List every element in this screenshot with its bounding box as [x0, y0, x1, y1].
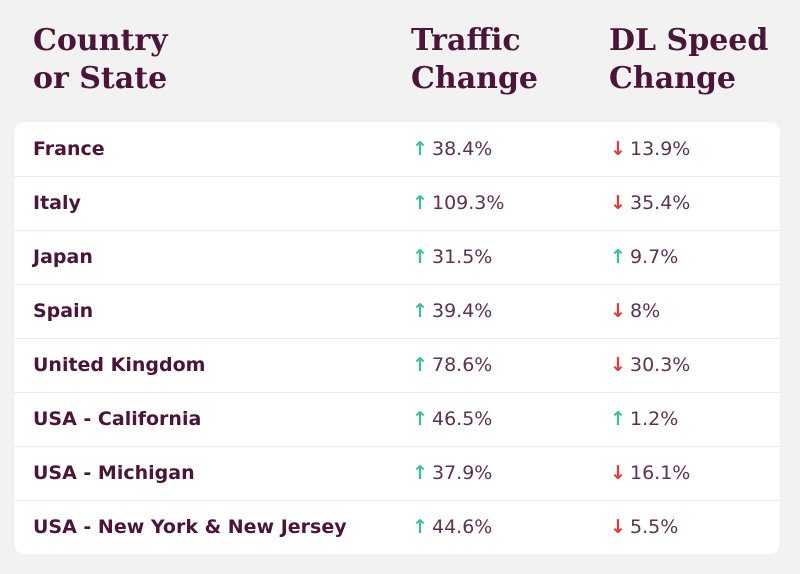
speed-cell: ↓ 30.3% [610, 338, 690, 392]
arrow-down-icon: ↓ [610, 462, 626, 484]
traffic-cell: ↑ 39.4% [412, 284, 492, 338]
arrow-up-icon: ↑ [412, 192, 428, 214]
traffic-value: 109.3% [432, 192, 505, 214]
country-cell: France [33, 138, 105, 160]
country-cell: Japan [33, 246, 93, 268]
country-cell: United Kingdom [33, 354, 206, 376]
arrow-down-icon: ↓ [610, 354, 626, 376]
traffic-value: 39.4% [432, 300, 493, 322]
speed-value: 8% [630, 300, 661, 322]
speed-cell: ↑ 1.2% [610, 392, 678, 446]
arrow-up-icon: ↑ [412, 462, 428, 484]
country-cell: Spain [33, 300, 94, 322]
traffic-cell: ↑ 46.5% [412, 392, 492, 446]
arrow-down-icon: ↓ [610, 192, 626, 214]
data-table: France ↑ 38.4% ↓ 13.9% Italy ↑ 109.3% ↓ 35.4… [14, 122, 780, 554]
traffic-cell: ↑ 38.4% [412, 122, 492, 176]
arrow-up-icon: ↑ [412, 246, 428, 268]
table-row: Italy ↑ 109.3% ↓ 35.4% [14, 176, 780, 231]
table-header: Country or State Traffic Change DL Speed… [0, 0, 800, 120]
speed-cell: ↓ 13.9% [610, 122, 690, 176]
arrow-up-icon: ↑ [412, 516, 428, 538]
table-row: United Kingdom ↑ 78.6% ↓ 30.3% [14, 338, 780, 393]
country-cell: Italy [33, 192, 81, 214]
arrow-up-icon: ↑ [412, 138, 428, 160]
header-dl-speed-change: DL Speed Change [609, 23, 769, 96]
traffic-value: 46.5% [432, 408, 493, 430]
speed-cell: ↓ 5.5% [610, 500, 678, 554]
arrow-up-icon: ↑ [412, 408, 428, 430]
arrow-up-icon: ↑ [412, 300, 428, 322]
speed-value: 5.5% [630, 516, 679, 538]
country-cell: USA - Michigan [33, 462, 195, 484]
traffic-value: 44.6% [432, 516, 493, 538]
speed-cell: ↓ 35.4% [610, 176, 690, 230]
header-traffic-change: Traffic Change [411, 23, 539, 96]
traffic-value: 38.4% [432, 138, 493, 160]
speed-value: 9.7% [630, 246, 679, 268]
speed-value: 16.1% [630, 462, 691, 484]
arrow-down-icon: ↓ [610, 138, 626, 160]
speed-cell: ↓ 16.1% [610, 446, 690, 500]
speed-value: 13.9% [630, 138, 691, 160]
arrow-up-icon: ↑ [412, 354, 428, 376]
traffic-cell: ↑ 31.5% [412, 230, 492, 284]
speed-value: 1.2% [630, 408, 679, 430]
arrow-up-icon: ↑ [610, 408, 626, 430]
table-row: USA - Michigan ↑ 37.9% ↓ 16.1% [14, 446, 780, 501]
header-country: Country or State [33, 23, 168, 96]
arrow-up-icon: ↑ [610, 246, 626, 268]
arrow-down-icon: ↓ [610, 300, 626, 322]
traffic-cell: ↑ 37.9% [412, 446, 492, 500]
speed-cell: ↑ 9.7% [610, 230, 678, 284]
traffic-cell: ↑ 109.3% [412, 176, 504, 230]
traffic-cell: ↑ 78.6% [412, 338, 492, 392]
traffic-value: 78.6% [432, 354, 493, 376]
table-row: Japan ↑ 31.5% ↑ 9.7% [14, 230, 780, 285]
traffic-value: 37.9% [432, 462, 493, 484]
table-row: USA - California ↑ 46.5% ↑ 1.2% [14, 392, 780, 447]
table-row: USA - New York & New Jersey ↑ 44.6% ↓ 5.5% [14, 500, 780, 554]
country-cell: USA - California [33, 408, 202, 430]
table-row: Spain ↑ 39.4% ↓ 8% [14, 284, 780, 339]
speed-cell: ↓ 8% [610, 284, 660, 338]
speed-value: 30.3% [630, 354, 691, 376]
country-cell: USA - New York & New Jersey [33, 516, 347, 538]
speed-value: 35.4% [630, 192, 691, 214]
traffic-cell: ↑ 44.6% [412, 500, 492, 554]
traffic-value: 31.5% [432, 246, 493, 268]
table-row: France ↑ 38.4% ↓ 13.9% [14, 122, 780, 177]
arrow-down-icon: ↓ [610, 516, 626, 538]
